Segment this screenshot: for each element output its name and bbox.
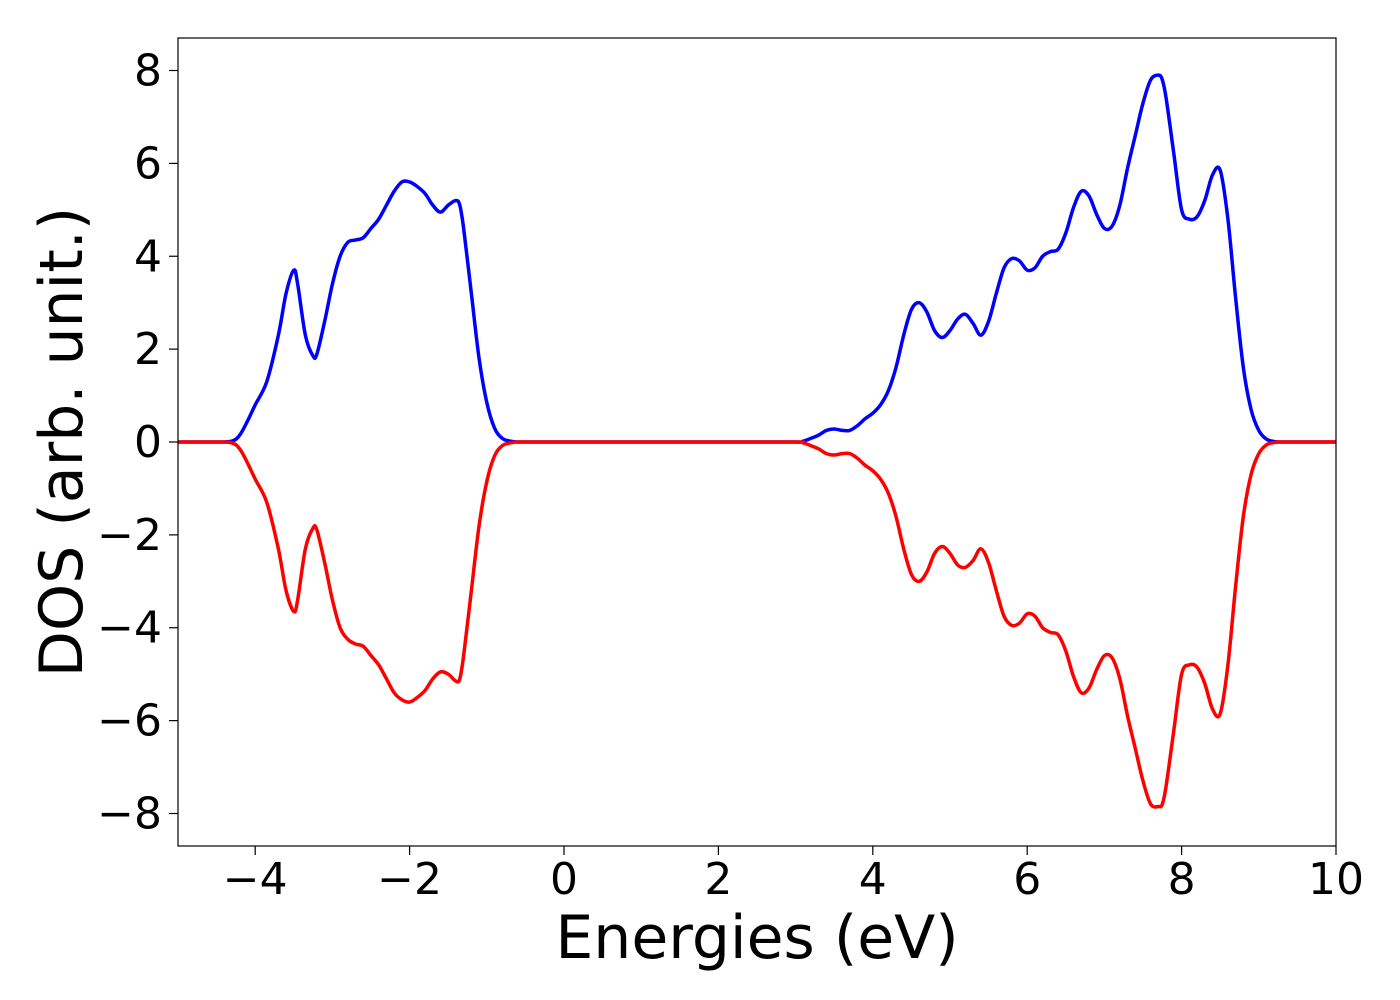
x-tick-label: 4: [859, 854, 887, 905]
dos-line-blue: [177, 73, 1336, 444]
y-tick-label: 0: [134, 417, 162, 468]
y-tick-label: −8: [97, 788, 162, 839]
y-tick-label: 6: [134, 138, 162, 189]
x-tick-label: 6: [1013, 854, 1041, 905]
x-tick-label: −2: [377, 854, 442, 905]
dos-line-red: [177, 440, 1336, 809]
y-tick-label: 4: [134, 231, 162, 282]
y-tick-label: 2: [134, 324, 162, 375]
x-tick-label: 8: [1168, 854, 1196, 905]
y-tick-label: −2: [97, 510, 162, 561]
y-tick-label: −4: [97, 603, 162, 654]
x-axis-label: Energies (eV): [555, 903, 958, 973]
y-tick-label: 8: [134, 46, 162, 97]
y-axis-label: DOS (arb. unit.): [27, 207, 97, 677]
x-tick-label: 0: [550, 854, 578, 905]
x-tick-label: −4: [223, 854, 288, 905]
series-layer: [177, 73, 1336, 809]
y-tick-label: −6: [97, 696, 162, 747]
x-tick-label: 10: [1308, 854, 1364, 905]
y-axis-ticks: −8 −6 −4 −2 0 2 4 6 8: [97, 46, 178, 839]
x-tick-label: 2: [704, 854, 732, 905]
x-axis-ticks: −4 −2 0 2 4 6 8 10: [223, 846, 1364, 905]
